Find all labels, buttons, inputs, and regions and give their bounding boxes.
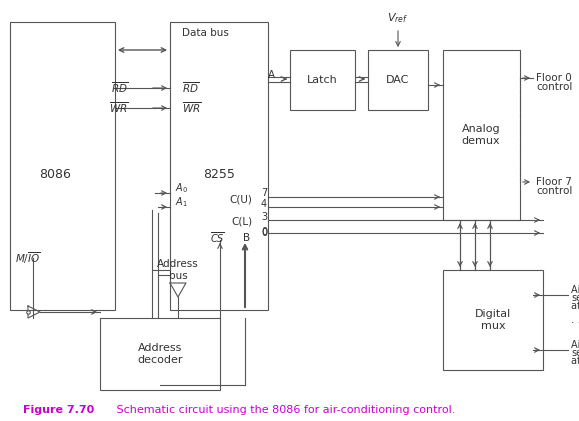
Text: A: A: [268, 70, 275, 80]
Text: . . .: . . .: [571, 315, 579, 325]
Bar: [170, 22, 268, 310]
Text: $M/\overline{IO}$: $M/\overline{IO}$: [15, 250, 41, 266]
Bar: [290, 50, 355, 110]
Text: Analog
demux: Analog demux: [461, 124, 500, 146]
Text: at floor 7: at floor 7: [571, 356, 579, 366]
Text: $\overline{RD}$: $\overline{RD}$: [111, 81, 128, 96]
Text: control: control: [536, 82, 573, 92]
Bar: [443, 270, 543, 370]
Text: $A_1$: $A_1$: [175, 195, 188, 209]
Text: 4: 4: [261, 199, 267, 209]
Bar: [368, 50, 428, 110]
Text: C(U): C(U): [229, 195, 252, 205]
Text: Figure 7.70: Figure 7.70: [23, 405, 94, 416]
Text: $\overline{RD}$: $\overline{RD}$: [182, 81, 199, 96]
Text: B: B: [243, 233, 250, 243]
Text: $A_0$: $A_0$: [175, 181, 188, 195]
Text: C(L): C(L): [231, 217, 252, 227]
Text: Address
decoder: Address decoder: [137, 343, 183, 365]
Text: Floor 7: Floor 7: [536, 177, 572, 187]
Bar: [443, 50, 520, 220]
Text: setting: setting: [571, 293, 579, 303]
Text: $\overline{WR}$: $\overline{WR}$: [182, 101, 201, 115]
Text: 7: 7: [261, 188, 267, 198]
Text: at floor 0: at floor 0: [571, 301, 579, 311]
Text: 8086: 8086: [39, 168, 71, 181]
Text: Address
bus: Address bus: [157, 259, 199, 281]
Text: 0: 0: [261, 227, 267, 237]
Text: $\overline{WR}$: $\overline{WR}$: [108, 101, 128, 115]
Text: Data bus: Data bus: [182, 28, 229, 38]
Text: setting: setting: [571, 348, 579, 358]
Bar: [100, 318, 220, 390]
Bar: [10, 22, 115, 310]
Text: control: control: [536, 186, 573, 196]
Text: $V_{ref}$: $V_{ref}$: [387, 11, 409, 25]
Text: 8255: 8255: [203, 168, 235, 181]
Text: Floor 0: Floor 0: [536, 73, 571, 83]
Text: Latch: Latch: [307, 75, 338, 85]
Text: Air flow: Air flow: [571, 340, 579, 350]
Text: Digital
mux: Digital mux: [475, 309, 511, 331]
Text: Air flow: Air flow: [571, 285, 579, 295]
Text: $\overline{CS}$: $\overline{CS}$: [210, 231, 225, 245]
Text: DAC: DAC: [386, 75, 410, 85]
Text: 0: 0: [261, 228, 267, 238]
Text: Schematic circuit using the 8086 for air-conditioning control.: Schematic circuit using the 8086 for air…: [113, 405, 455, 416]
Text: 3: 3: [261, 212, 267, 222]
